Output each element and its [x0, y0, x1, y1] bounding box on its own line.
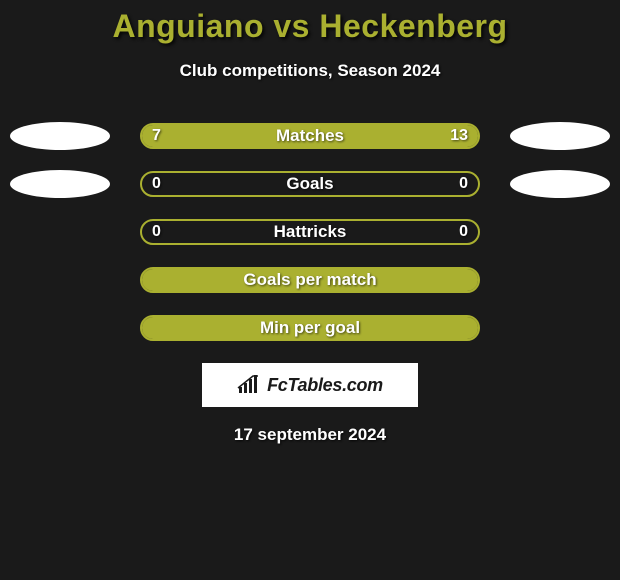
stat-rows: 713Matches 00Goals 00Hattricks Goals per ma…: [0, 123, 620, 341]
chart-icon: [237, 375, 261, 395]
stat-bar: 713Matches: [140, 123, 480, 149]
stat-row: Goals per match: [0, 267, 620, 293]
player-oval-right: [510, 122, 610, 150]
logo-box[interactable]: FcTables.com: [202, 363, 418, 407]
stat-label: Min per goal: [142, 317, 478, 339]
page-title: Anguiano vs Heckenberg: [0, 8, 620, 45]
stat-bar: Goals per match: [140, 267, 480, 293]
player-oval-left: [10, 122, 110, 150]
stat-label: Goals per match: [142, 269, 478, 291]
stat-bar: Min per goal: [140, 315, 480, 341]
stat-label: Hattricks: [142, 221, 478, 243]
stats-widget: Anguiano vs Heckenberg Club competitions…: [0, 0, 620, 445]
stat-label: Goals: [142, 173, 478, 195]
stat-row: 713Matches: [0, 123, 620, 149]
stat-label: Matches: [142, 125, 478, 147]
stat-row: 00Goals: [0, 171, 620, 197]
player-oval-right: [510, 170, 610, 198]
stat-row: 00Hattricks: [0, 219, 620, 245]
date-label: 17 september 2024: [0, 425, 620, 445]
stat-bar: 00Goals: [140, 171, 480, 197]
stat-bar: 00Hattricks: [140, 219, 480, 245]
stat-row: Min per goal: [0, 315, 620, 341]
logo-text: FcTables.com: [267, 375, 383, 396]
subtitle: Club competitions, Season 2024: [0, 61, 620, 81]
player-oval-left: [10, 170, 110, 198]
